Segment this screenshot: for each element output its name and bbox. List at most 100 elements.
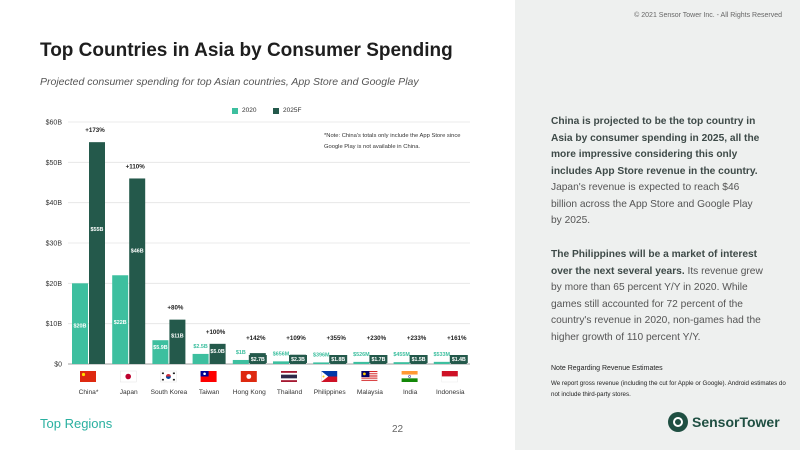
flag-part — [172, 372, 175, 375]
data-label-2020: $2.5B — [193, 344, 207, 350]
growth-label: +230% — [367, 335, 387, 342]
growth-label: +355% — [326, 335, 346, 342]
bar-2020 — [353, 361, 370, 364]
legend-swatch-2025f — [273, 107, 279, 114]
bar-2025f — [169, 319, 186, 364]
y-tick-label: $20B — [46, 281, 63, 288]
flag-part — [81, 372, 86, 377]
paragraph-2-text: Its revenue grew by more than 65 percent… — [551, 265, 763, 343]
flag-part — [361, 379, 378, 381]
bar-2020 — [313, 362, 330, 364]
data-label-2025f-box — [289, 355, 307, 363]
flag-part — [401, 378, 418, 382]
flag-part — [80, 371, 96, 382]
flag-part — [361, 377, 378, 379]
bar-2025f — [209, 343, 226, 364]
commentary-paragraph-2: The Philippines will be a market of inte… — [551, 247, 766, 346]
logo-text: SensorTower — [692, 414, 780, 430]
flag-part — [408, 375, 411, 378]
growth-label: +233% — [407, 335, 427, 342]
flag-part — [281, 374, 297, 379]
copyright: © 2021 Sensor Tower Inc. - All Rights Re… — [634, 12, 782, 19]
data-label-2025f-box — [409, 355, 428, 363]
data-label-2020: $396M — [313, 352, 330, 358]
paragraph-1-bold: China is projected to be the top country… — [551, 116, 760, 177]
data-label-2025f: $1.5B — [412, 357, 426, 363]
flag-hong-kong-icon — [240, 371, 257, 382]
logo-icon — [668, 412, 688, 432]
flag-part — [361, 378, 378, 380]
legend-2025f: 2025F — [273, 107, 301, 114]
flag-part — [321, 376, 338, 382]
flag-indonesia-icon — [441, 371, 458, 383]
flag-part — [441, 376, 458, 383]
chart-note: *Note: China's totals only include the A… — [324, 133, 461, 150]
flag-part — [322, 375, 325, 378]
bar-2025f — [129, 178, 146, 364]
bar-2020 — [273, 361, 289, 364]
category-label: Indonesia — [436, 389, 465, 396]
flag-taiwan-icon — [200, 371, 217, 382]
paragraph-1-text: Japan's revenue is expected to reach $46… — [551, 182, 753, 226]
data-label-2020: $656M — [273, 351, 290, 357]
flag-south-korea-icon — [160, 370, 177, 383]
data-label-2025f: $1.7B — [371, 357, 385, 363]
flag-philippines-icon — [321, 371, 338, 382]
growth-label: +100% — [206, 329, 226, 336]
data-label-2020: $1B — [236, 350, 246, 356]
data-label-2025f-box — [369, 355, 388, 363]
data-label-2025f: $11B — [171, 333, 184, 339]
flag-part — [361, 380, 378, 382]
growth-label: +142% — [246, 335, 266, 342]
bar-2020 — [393, 362, 410, 364]
data-label-2025f-box — [329, 355, 348, 363]
data-label-2025f: $1.4B — [452, 357, 466, 363]
flag-part — [172, 378, 175, 381]
flag-part — [401, 374, 418, 379]
data-label-2020: $5.9B — [153, 345, 167, 351]
page-number: 22 — [392, 424, 404, 435]
legend-label-2025f: 2025F — [283, 107, 302, 114]
data-label-2025f: $1.8B — [331, 357, 345, 363]
data-label-2025f: $2.3B — [291, 357, 305, 363]
y-tick-label: $40B — [46, 200, 63, 207]
flag-part — [161, 372, 164, 375]
commentary-panel — [515, 0, 800, 450]
bar-chart: $0 $10B $20B $30B $40B $50B $60B $20B $55B +173% C… — [46, 120, 470, 396]
note-title: Note Regarding Revenue Estimates — [551, 365, 663, 372]
data-label-2020: $20B — [74, 324, 87, 330]
data-label-2020: $533M — [434, 352, 451, 358]
data-label-2020: $455M — [393, 352, 410, 358]
flag-part — [125, 373, 131, 380]
category-label: Hong Kong — [233, 389, 266, 396]
data-label-2025f: $55B — [91, 227, 104, 233]
data-label-2020: $526M — [353, 352, 370, 358]
commentary-paragraph-1: China is projected to be the top country… — [551, 114, 766, 230]
flag-part — [361, 381, 378, 382]
paragraph-2-bold: The Philippines will be a market of inte… — [551, 249, 758, 277]
bar-2020 — [72, 283, 88, 364]
data-label-2025f: $5.0B — [210, 349, 224, 355]
page-title: Top Countries in Asia by Consumer Spendi… — [40, 40, 453, 61]
flag-part — [363, 372, 366, 376]
sensortower-logo: SensorTower — [668, 412, 780, 432]
flag-part — [441, 371, 458, 377]
growth-label: +161% — [447, 335, 467, 342]
y-tick-label: $10B — [46, 321, 63, 328]
legend-swatch-2020 — [232, 107, 238, 114]
y-tick-label: $30B — [46, 241, 63, 248]
y-tick-label: $60B — [46, 120, 63, 127]
category-label: Philippines — [314, 389, 347, 396]
data-label-2025f: $46B — [131, 249, 144, 255]
flag-part — [321, 371, 329, 382]
growth-label: +173% — [85, 127, 105, 134]
legend-label-2020: 2020 — [242, 107, 257, 114]
flag-part — [165, 374, 171, 377]
category-label: China* — [79, 389, 99, 396]
flag-part — [321, 371, 338, 377]
flag-japan-icon — [119, 370, 137, 383]
bar-2020 — [232, 359, 249, 364]
y-tick-label: $50B — [46, 160, 63, 167]
flag-china-icon — [80, 371, 96, 382]
flag-part — [401, 371, 418, 375]
